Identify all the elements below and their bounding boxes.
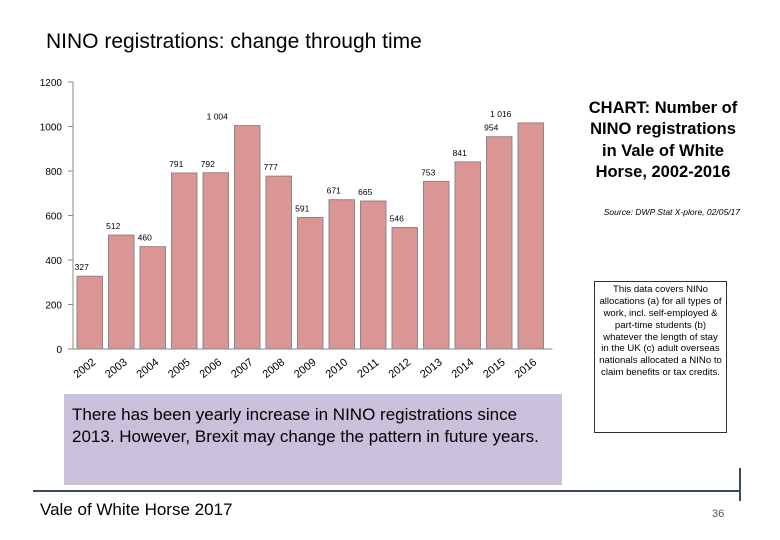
data-label: 512 [106,221,120,231]
bar [265,175,292,350]
x-tick-label: 2010 [324,356,351,381]
data-label: 792 [201,159,215,169]
bar [423,180,450,350]
data-label: 791 [169,159,183,169]
y-tick-label: 400 [45,256,62,267]
x-tick-label: 2005 [166,356,193,381]
source-note: Source: DWP Stat X-plore, 02/05/17 [603,207,740,217]
data-label: 665 [358,187,372,197]
y-tick-label: 800 [45,167,62,178]
bar [297,217,324,350]
data-label: 671 [327,186,341,196]
bar [202,172,229,350]
x-tick-label: 2009 [292,356,319,381]
bar [234,125,261,350]
corner-line-vertical [739,468,741,501]
x-tick-label: 2004 [135,356,162,381]
data-coverage-note: This data covers NINo allocations (a) fo… [594,281,727,433]
y-tick-label: 0 [56,345,62,356]
x-tick-label: 2011 [355,357,381,381]
y-tick-label: 200 [45,301,62,312]
data-label: 327 [75,262,89,272]
chart-title: CHART: Number of NINO registrations in V… [588,99,738,182]
x-tick-label: 2006 [198,356,225,381]
bar [76,275,103,350]
bar [454,161,481,350]
bar [517,122,544,350]
footer-text: Vale of White Horse 2017 [40,500,233,519]
x-tick-label: 2015 [481,356,508,381]
page-number: 36 [712,508,725,520]
value-labels: 327 512 460 791 792 1 004 777 591 671 665 546 753 84… [75,109,512,272]
y-tick-label: 600 [45,212,62,223]
x-tick-label: 2014 [450,356,477,381]
x-tick-label: 2008 [261,356,288,381]
bar [108,234,135,350]
x-tick-label: 2013 [418,356,445,381]
x-tick-label: 2007 [229,356,256,381]
data-label: 546 [390,214,404,224]
data-label: 591 [295,204,309,214]
data-label: 1 004 [207,112,229,122]
data-label: 777 [264,162,278,172]
summary-box: There has been yearly increase in NINO r… [64,394,562,485]
x-axis: 2002 2003 2004 2005 2006 2007 2008 2009 2010 2011… [72,348,553,381]
data-label: 1 016 [490,109,512,119]
data-label: 753 [421,167,435,177]
data-label: 954 [484,123,498,133]
bar [328,199,355,350]
page-title: NINO registrations: change through time [46,30,422,53]
bars [76,122,544,350]
bar [171,172,198,350]
y-tick-label: 1000 [40,123,63,134]
y-tick-label: 1200 [40,78,63,89]
bar [391,227,418,350]
x-tick-label: 2003 [103,356,130,381]
x-tick-label: 2002 [72,356,99,381]
bar [486,136,513,350]
x-tick-label: 2012 [387,356,414,381]
bar [360,200,387,350]
bar [139,246,166,350]
corner-line-horizontal [33,490,741,492]
x-tick-label: 2016 [513,356,540,381]
data-label: 460 [138,233,152,243]
y-axis: 0 200 400 600 800 1000 1200 [40,78,74,356]
data-label: 841 [453,148,467,158]
